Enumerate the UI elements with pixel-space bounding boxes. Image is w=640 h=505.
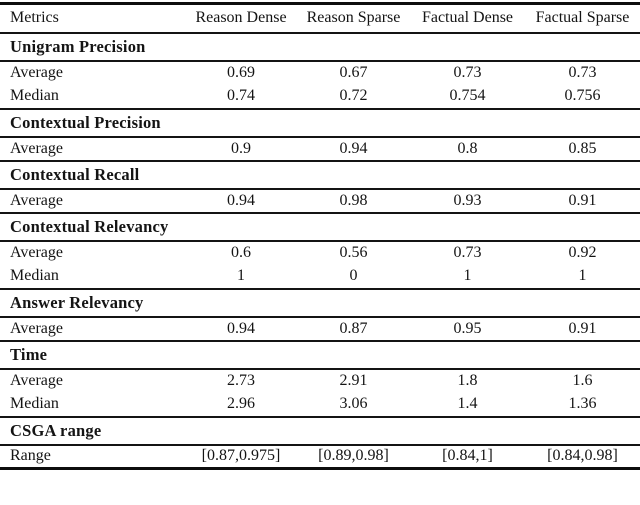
table-row: Median 0.74 0.72 0.754 0.756	[0, 85, 640, 109]
value-cell: 1	[237, 267, 245, 284]
value-cell: 1.36	[568, 395, 597, 412]
row-label: Average	[10, 64, 63, 81]
value-cell: 0.94	[227, 319, 255, 337]
section-title: Contextual Relevancy	[10, 216, 169, 236]
column-header-reason-sparse: Reason Sparse	[306, 9, 401, 27]
value-cell: 0.94	[339, 139, 368, 157]
value-cell: 2.73	[227, 372, 255, 389]
row-label: Average	[10, 244, 63, 261]
value-cell: 1	[578, 267, 587, 284]
value-cell: 0	[349, 267, 358, 284]
value-cell: 0.91	[568, 191, 597, 209]
value-cell: [0.84,0.98]	[547, 447, 618, 465]
value-cell: 2.96	[227, 395, 255, 412]
row-label: Average	[10, 139, 63, 157]
section-title: Answer Relevancy	[10, 292, 144, 312]
column-header-reason-dense: Reason Dense	[195, 9, 287, 27]
table-row: Average 0.94 0.98 0.93 0.91	[0, 189, 640, 213]
section-title: CSGA range	[10, 420, 102, 440]
value-cell: 0.69	[227, 64, 255, 81]
column-header-metrics: Metrics	[10, 9, 59, 27]
section-header-row: Contextual Precision	[0, 108, 640, 137]
value-cell: 0.56	[339, 244, 368, 261]
value-cell: 0.85	[568, 139, 597, 157]
section-title: Contextual Precision	[10, 112, 161, 132]
value-cell: 1	[463, 267, 472, 284]
metrics-table: Metrics Reason Dense Reason Sparse Factu…	[0, 2, 640, 470]
table-row: Average 0.9 0.94 0.8 0.85	[0, 137, 640, 161]
value-cell: 0.94	[227, 191, 255, 209]
value-cell: [0.87,0.975]	[201, 447, 281, 465]
value-cell: 0.92	[568, 244, 597, 261]
section-title: Time	[10, 344, 48, 364]
value-cell: 0.98	[339, 191, 368, 209]
value-cell: 0.74	[227, 87, 255, 104]
section-header-row: Time	[0, 340, 640, 369]
value-cell: 0.73	[453, 244, 482, 261]
value-cell: 0.72	[339, 87, 368, 104]
section-header-row: Answer Relevancy	[0, 288, 640, 317]
row-label: Average	[10, 191, 63, 209]
table-row: Average 0.69 0.67 0.73 0.73	[0, 61, 640, 85]
table-header-row: Metrics Reason Dense Reason Sparse Factu…	[0, 4, 640, 33]
row-label: Median	[10, 395, 59, 412]
value-cell: [0.89,0.98]	[318, 447, 389, 465]
section-header-row: Contextual Relevancy	[0, 212, 640, 241]
value-cell: 0.8	[457, 139, 478, 157]
row-label: Average	[10, 319, 63, 337]
table-row: Median 1 0 1 1	[0, 265, 640, 289]
section-header-row: CSGA range	[0, 416, 640, 445]
value-cell: 0.73	[568, 64, 597, 81]
table-row: Average 2.73 2.91 1.8 1.6	[0, 369, 640, 393]
value-cell: 1.6	[572, 372, 593, 389]
section-header-row: Unigram Precision	[0, 32, 640, 61]
row-label: Range	[10, 447, 51, 465]
value-cell: 0.87	[339, 319, 368, 337]
value-cell: 2.91	[339, 372, 368, 389]
value-cell: 3.06	[339, 395, 368, 412]
table-row: Average 0.94 0.87 0.95 0.91	[0, 317, 640, 341]
section-header-row: Contextual Recall	[0, 160, 640, 189]
column-header-factual-sparse: Factual Sparse	[535, 9, 630, 27]
value-cell: 0.93	[453, 191, 482, 209]
value-cell: 0.73	[453, 64, 482, 81]
row-label: Average	[10, 372, 63, 389]
value-cell: 0.91	[568, 319, 597, 337]
value-cell: 0.756	[564, 87, 601, 104]
value-cell: 0.9	[231, 139, 251, 157]
value-cell: 0.6	[231, 244, 251, 261]
table-row: Range [0.87,0.975] [0.89,0.98] [0.84,1] [0.8…	[0, 445, 640, 469]
section-title: Unigram Precision	[10, 36, 146, 56]
column-header-factual-dense: Factual Dense	[421, 9, 514, 27]
value-cell: 1.4	[457, 395, 478, 412]
value-cell: 0.95	[453, 319, 482, 337]
table-row: Average 0.6 0.56 0.73 0.92	[0, 241, 640, 265]
value-cell: 0.67	[339, 64, 368, 81]
value-cell: [0.84,1]	[442, 447, 493, 465]
row-label: Median	[10, 87, 59, 104]
row-label: Median	[10, 267, 59, 284]
value-cell: 1.8	[457, 372, 478, 389]
section-title: Contextual Recall	[10, 164, 140, 184]
table-row: Median 2.96 3.06 1.4 1.36	[0, 393, 640, 417]
value-cell: 0.754	[449, 87, 486, 104]
